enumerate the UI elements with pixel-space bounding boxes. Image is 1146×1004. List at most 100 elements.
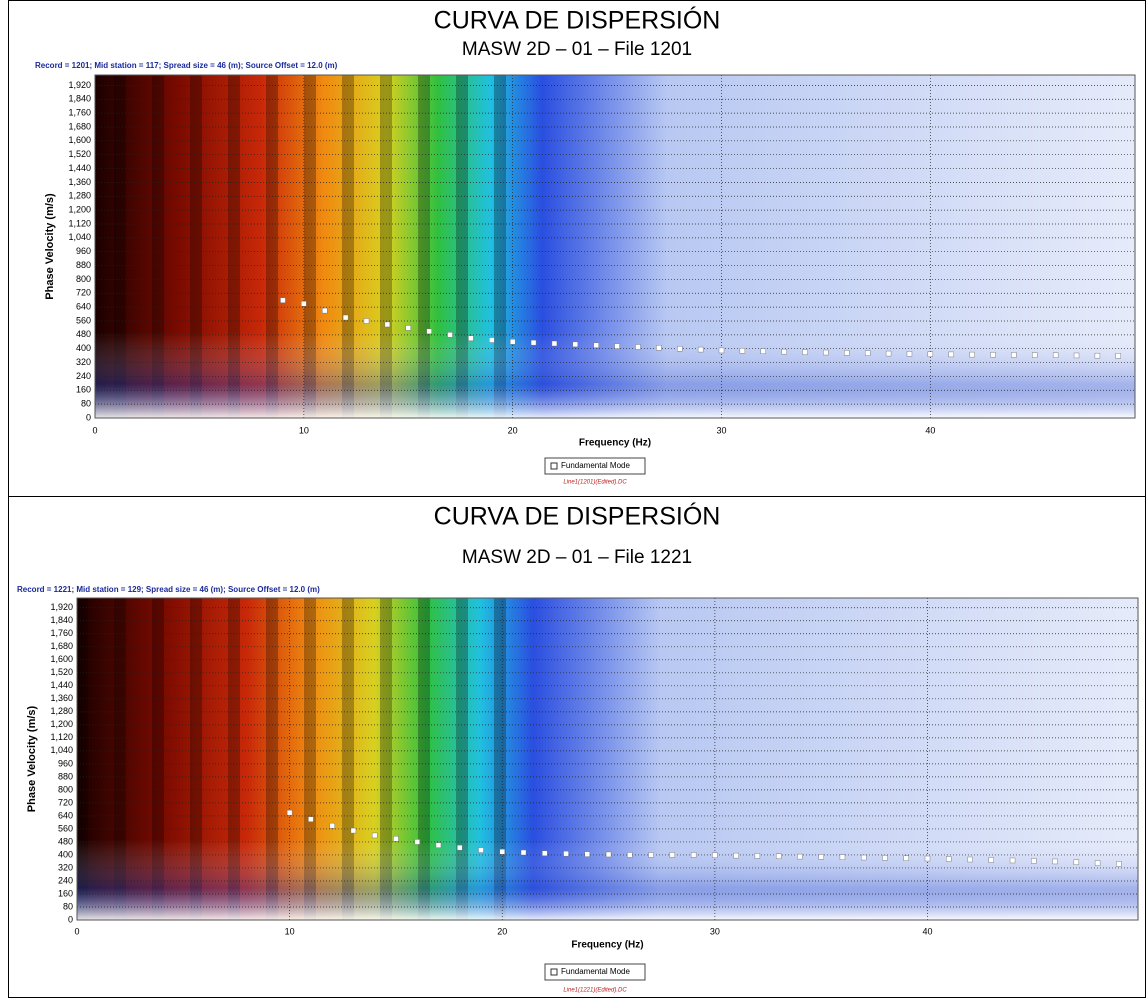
y-tick-label: 1,280 <box>50 706 73 716</box>
data-point <box>861 854 867 861</box>
data-point <box>739 348 746 354</box>
y-tick-label: 1,360 <box>68 177 91 187</box>
y-tick-label: 960 <box>76 246 91 256</box>
x-tick-label: 20 <box>508 425 518 435</box>
y-tick-label: 1,360 <box>50 693 73 703</box>
y-tick-label: 480 <box>76 329 91 339</box>
y-tick-label: 1,520 <box>50 667 73 677</box>
data-point <box>530 339 537 346</box>
y-tick-label: 400 <box>76 343 91 353</box>
y-tick-label: 1,680 <box>68 121 91 131</box>
data-point <box>635 344 641 350</box>
data-point <box>1052 352 1059 358</box>
y-axis-label: Phase Velocity (m/s) <box>44 193 56 300</box>
data-point <box>350 827 357 834</box>
data-point <box>1116 861 1122 867</box>
y-axis-label: Phase Velocity (m/s) <box>26 705 38 812</box>
data-point <box>371 832 378 839</box>
y-tick-label: 1,280 <box>68 191 91 201</box>
data-point <box>393 835 399 842</box>
data-point <box>906 351 913 357</box>
y-tick-label: 1,600 <box>50 654 73 664</box>
data-point <box>864 350 871 356</box>
data-point <box>903 855 909 861</box>
y-tick-label: 1,920 <box>68 80 91 90</box>
data-point <box>363 318 370 324</box>
x-tick-label: 0 <box>92 425 97 435</box>
data-point <box>946 856 952 862</box>
data-point <box>690 852 697 858</box>
data-point <box>967 856 973 863</box>
chart-title: CURVA DE DISPERSIÓN <box>434 502 721 531</box>
data-point <box>499 848 505 855</box>
data-point <box>563 850 569 857</box>
y-tick-label: 560 <box>76 315 91 325</box>
data-point <box>1032 352 1038 358</box>
y-tick-label: 640 <box>76 302 91 312</box>
y-tick-label: 720 <box>76 288 91 298</box>
data-point <box>520 849 527 856</box>
chart-title: CURVA DE DISPERSIÓN <box>434 6 721 35</box>
y-tick-label: 1,120 <box>68 218 91 228</box>
data-point <box>781 348 787 355</box>
data-point <box>435 842 442 848</box>
data-point <box>1115 353 1121 359</box>
legend-box <box>544 963 646 981</box>
y-tick-label: 800 <box>76 274 91 284</box>
data-point <box>1009 857 1016 864</box>
data-point <box>551 340 558 347</box>
data-point <box>760 348 766 355</box>
data-point <box>542 850 548 857</box>
data-point <box>754 853 761 859</box>
x-tick-label: 20 <box>497 926 507 936</box>
data-point <box>927 351 934 357</box>
record-header: Record = 1221; Mid station = 129; Spread… <box>17 585 320 594</box>
data-point <box>447 332 453 338</box>
data-point <box>990 352 996 358</box>
data-point <box>1011 352 1017 358</box>
data-point <box>882 855 888 861</box>
y-tick-label: 80 <box>81 399 91 409</box>
legend-box <box>544 457 646 475</box>
y-tick-label: 960 <box>58 758 73 768</box>
y-tick-label: 1,680 <box>50 641 73 651</box>
data-point <box>478 847 484 853</box>
record-header: Record = 1201; Mid station = 117; Spread… <box>35 61 338 70</box>
y-tick-label: 1,520 <box>68 149 91 159</box>
data-point <box>414 839 420 845</box>
data-point <box>605 851 612 858</box>
y-tick-label: 1,040 <box>68 232 91 242</box>
data-point <box>426 328 432 335</box>
data-point <box>1094 352 1101 359</box>
data-point <box>384 321 391 328</box>
plot-frame <box>76 597 1139 921</box>
data-point <box>669 852 676 858</box>
y-tick-label: 1,920 <box>50 602 73 612</box>
data-point <box>656 345 662 351</box>
y-tick-label: 160 <box>58 888 73 898</box>
legend-label: Fundamental Mode <box>561 967 630 976</box>
y-tick-label: 80 <box>63 901 73 911</box>
y-tick-label: 1,440 <box>68 163 91 173</box>
data-point <box>697 346 704 353</box>
y-tick-label: 720 <box>58 797 73 807</box>
x-tick-label: 10 <box>299 425 309 435</box>
data-point <box>818 854 824 860</box>
chart-subtitle: MASW 2D – 01 – File 1221 <box>462 547 692 568</box>
legend-label: Fundamental Mode <box>561 461 630 470</box>
y-tick-label: 1,840 <box>68 94 91 104</box>
legend-swatch <box>550 462 558 470</box>
x-tick-label: 10 <box>285 926 295 936</box>
data-point <box>648 852 654 858</box>
data-point <box>405 325 411 331</box>
y-tick-label: 1,040 <box>50 745 73 755</box>
data-point <box>948 351 954 358</box>
data-point <box>457 844 463 851</box>
x-axis-label: Frequency (Hz) <box>579 438 651 449</box>
data-point <box>627 852 633 858</box>
y-tick-label: 1,760 <box>50 628 73 638</box>
data-point <box>839 854 846 860</box>
y-tick-label: 240 <box>58 875 73 885</box>
y-tick-label: 1,440 <box>50 680 73 690</box>
data-point <box>593 342 599 348</box>
